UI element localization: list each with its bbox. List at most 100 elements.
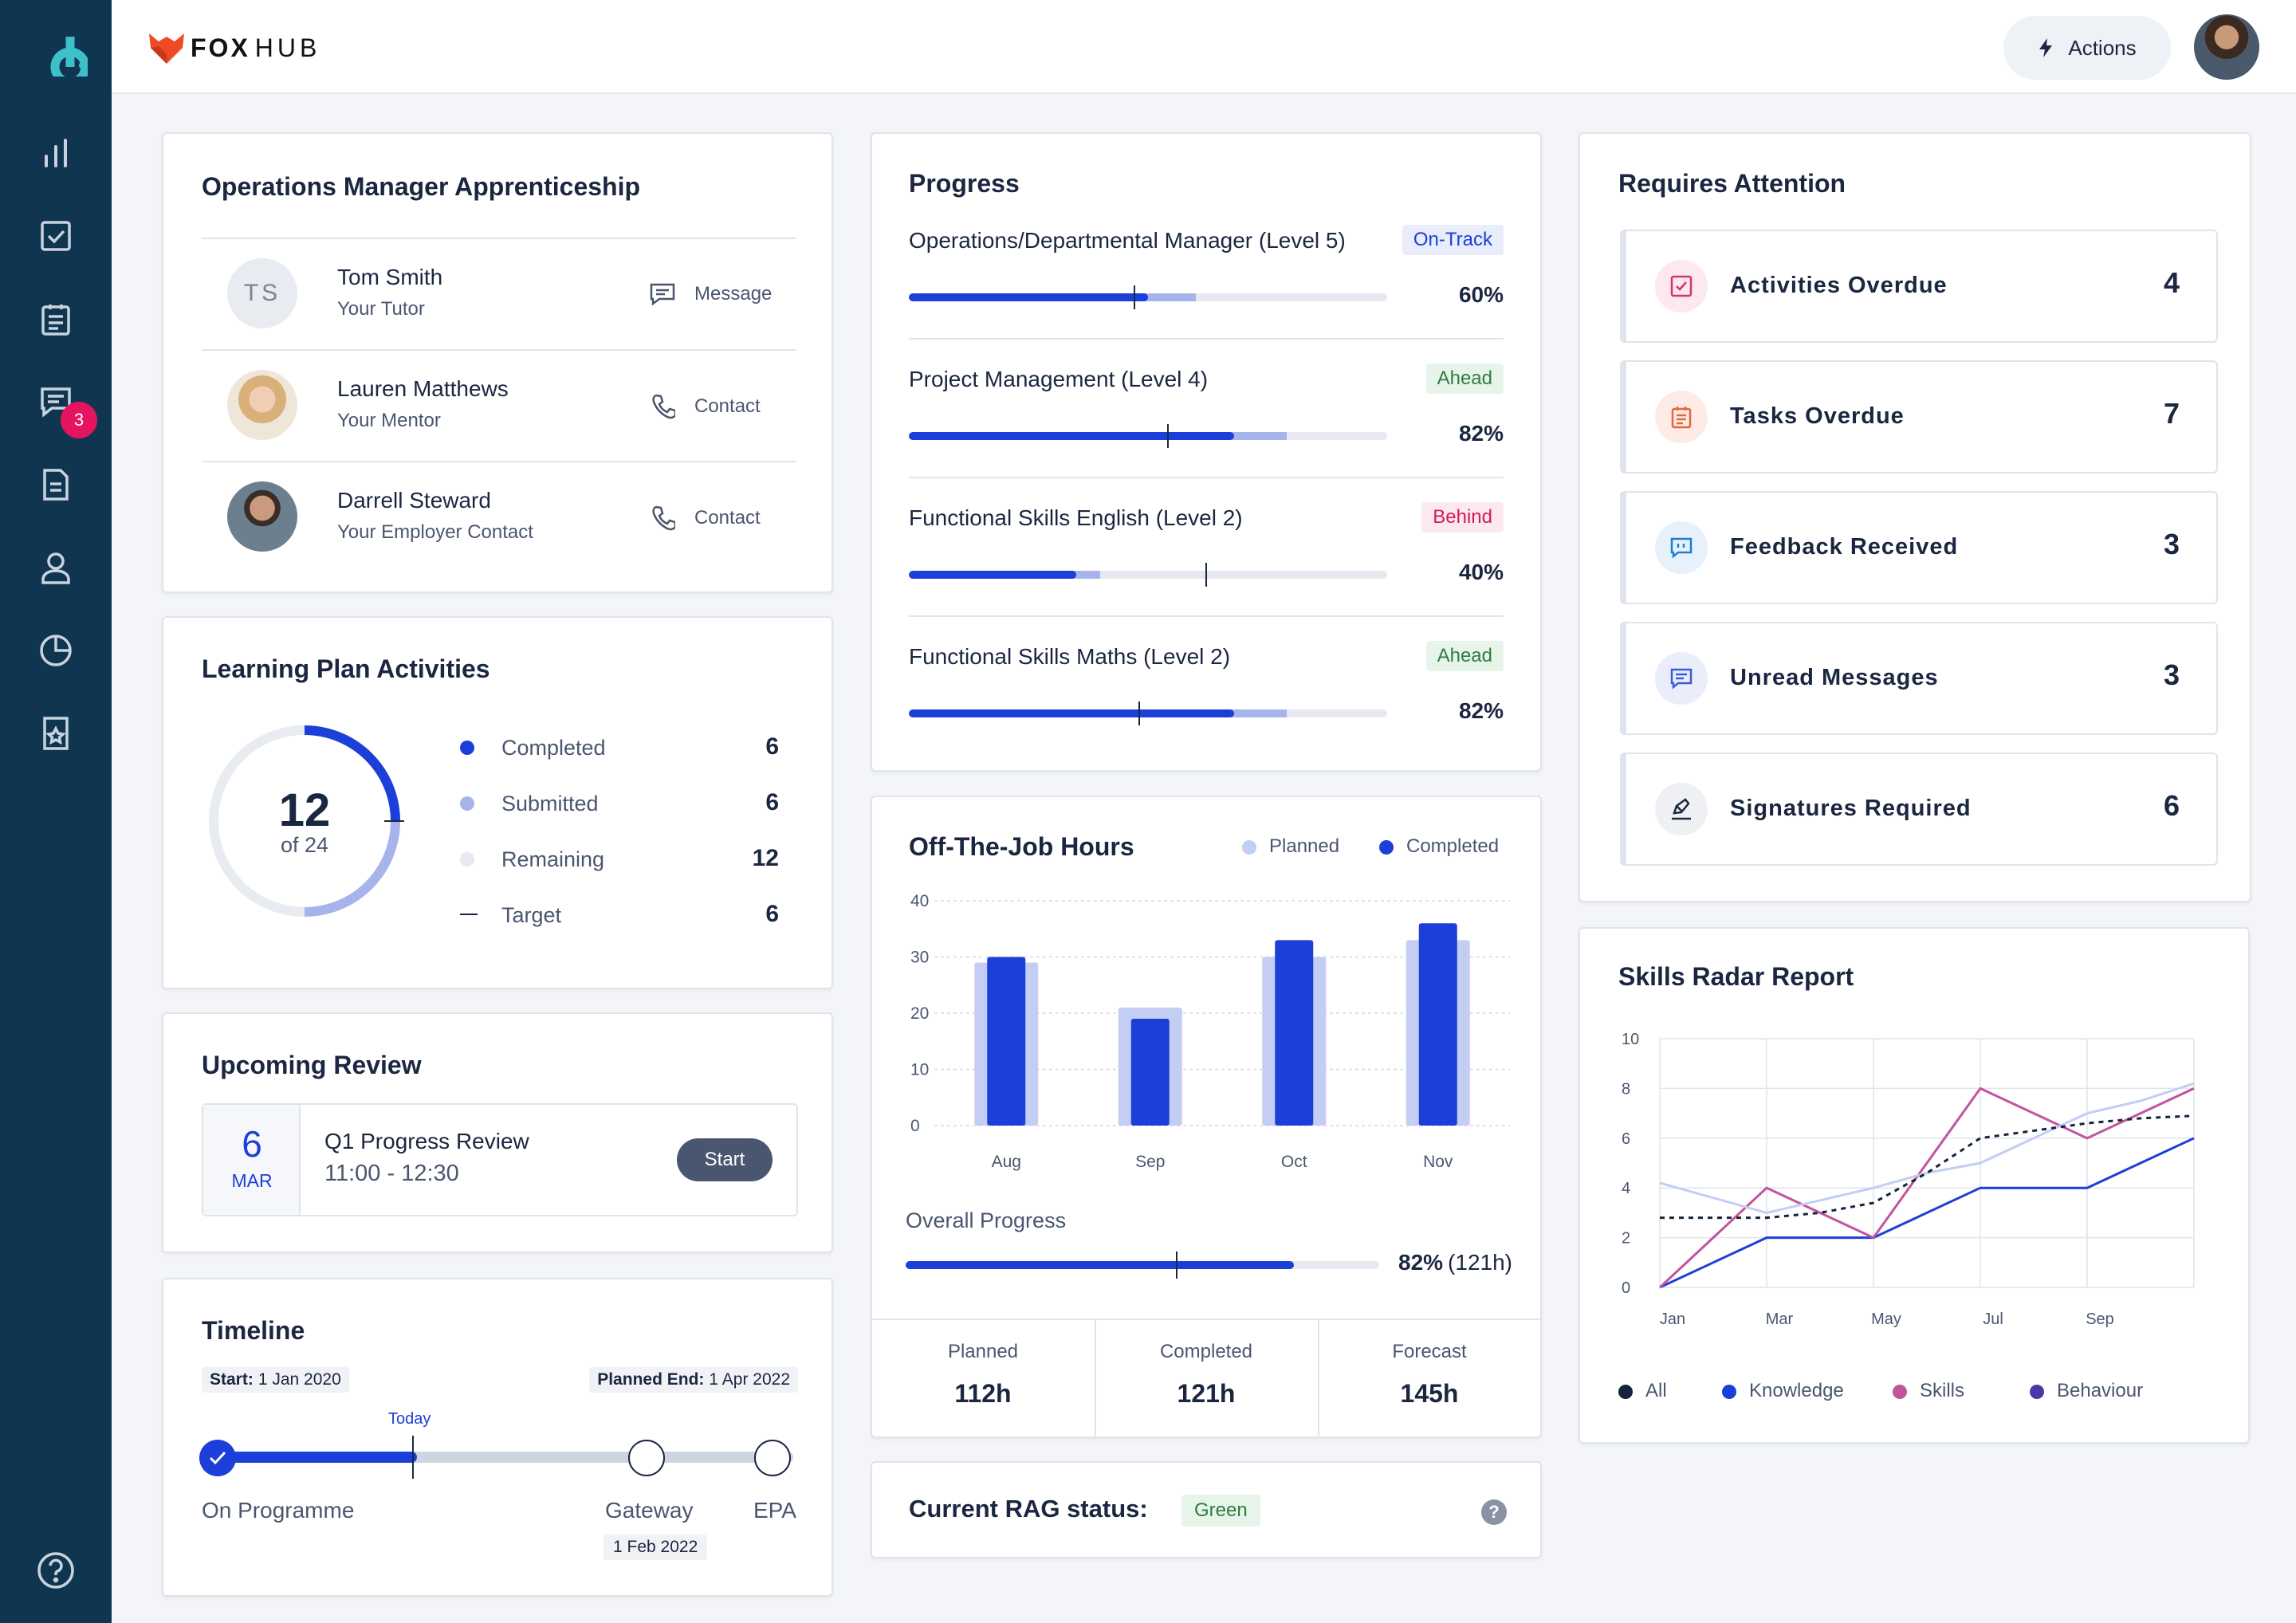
start-review-button[interactable]: Start <box>677 1138 773 1181</box>
otj-title: Off-The-Job Hours <box>909 832 1134 861</box>
attention-label: Unread Messages <box>1730 665 1939 690</box>
otj-bar-chart: 0 10 20 30 40 Aug Sep Oct Nov <box>910 892 1510 1171</box>
y-tick-label: 40 <box>910 892 929 910</box>
profile-icon[interactable] <box>37 548 75 587</box>
contact-label: Contact <box>694 395 761 417</box>
x-tick-label: Sep <box>1135 1153 1165 1171</box>
contact-role: Your Mentor <box>337 410 441 431</box>
attention-tasks-overdue[interactable]: Tasks Overdue 7 <box>1620 360 2218 474</box>
legend-target: Target <box>501 903 562 927</box>
progress-status-badge: Ahead <box>1425 364 1504 394</box>
legend-submitted-value: 6 <box>765 789 779 815</box>
apprenticeship-card: Operations Manager Apprenticeship TS Tom… <box>162 132 833 593</box>
overall-fill <box>906 1261 1295 1269</box>
epa-milestone <box>754 1440 791 1476</box>
progress-target-marker <box>1138 701 1140 725</box>
planned-legend-dot <box>1242 840 1256 855</box>
lightning-icon <box>2039 38 2053 57</box>
stat-label: Planned <box>947 1341 1019 1362</box>
contact-role: Your Employer Contact <box>337 521 533 543</box>
learning-plan-title: Learning Plan Activities <box>202 654 490 683</box>
stat-value: 121h <box>1177 1379 1236 1408</box>
end-key: Planned End: <box>597 1370 705 1389</box>
legend-dot <box>1893 1385 1907 1399</box>
brand-logo[interactable]: FOX HUB <box>147 30 320 65</box>
attention-feedback-received[interactable]: Feedback Received 3 <box>1620 491 2218 604</box>
attention-label: Signatures Required <box>1730 796 1972 821</box>
donut-completed-arc <box>304 725 400 822</box>
attention-count: 3 <box>2163 658 2180 691</box>
x-tick-label: Oct <box>1281 1153 1307 1171</box>
tasks-checkbox-icon[interactable] <box>37 217 75 255</box>
signature-pen-icon <box>1655 783 1708 835</box>
divider <box>909 338 1504 340</box>
fox-logo-icon <box>149 33 184 64</box>
end-value: 1 Apr 2022 <box>709 1370 790 1389</box>
actions-button[interactable]: Actions <box>2003 16 2171 80</box>
gateway-milestone <box>628 1440 665 1476</box>
progress-status-badge: Ahead <box>1425 641 1504 671</box>
bookmark-star-icon[interactable] <box>37 714 75 753</box>
rag-help-icon[interactable]: ? <box>1481 1499 1507 1525</box>
y-tick-label: 10 <box>910 1061 929 1079</box>
upcoming-review-card: Upcoming Review 6 MAR Q1 Progress Review… <box>162 1012 833 1253</box>
legend-submitted: Submitted <box>501 792 599 815</box>
help-icon[interactable] <box>37 1551 75 1590</box>
phone-icon <box>652 505 675 531</box>
timeline-progress <box>211 1452 417 1463</box>
document-icon[interactable] <box>37 466 75 504</box>
x-tick-label: May <box>1871 1311 1901 1327</box>
attention-activities-overdue[interactable]: Activities Overdue 4 <box>1620 230 2218 343</box>
dashboard-icon[interactable] <box>37 134 75 172</box>
today-marker <box>412 1436 414 1479</box>
legend-remaining-value: 12 <box>752 845 779 871</box>
messages-badge: 3 <box>61 402 97 438</box>
progress-item-title: Operations/Departmental Manager (Level 5… <box>909 228 1346 253</box>
feedback-icon <box>1655 521 1708 574</box>
message-button[interactable]: Message <box>650 282 772 306</box>
divider <box>1318 1320 1319 1438</box>
clipboard-icon[interactable] <box>37 300 75 338</box>
attention-label: Tasks Overdue <box>1730 403 1905 429</box>
progress-item-title: Project Management (Level 4) <box>909 367 1209 391</box>
learning-plan-donut <box>209 725 404 917</box>
divider <box>202 238 796 239</box>
contact-role: Your Tutor <box>337 298 425 320</box>
legend-planned: Planned <box>1269 835 1340 857</box>
mentor-avatar <box>227 370 297 440</box>
contact-button[interactable]: Contact <box>651 394 761 419</box>
otj-card: Off-The-Job Hours Planned Completed 0 10 2… <box>871 796 1542 1438</box>
completed-bar <box>1275 940 1314 1126</box>
completed-bar <box>1130 1019 1170 1126</box>
legend-label: Skills <box>1920 1380 1965 1401</box>
reports-pie-icon[interactable] <box>37 631 75 670</box>
contact-name: Lauren Matthews <box>337 376 509 401</box>
skills-line-chart: 0 2 4 6 8 10 Jan Mar May Jul Sep <box>1622 1031 2195 1327</box>
attention-signatures-required[interactable]: Signatures Required 6 <box>1620 753 2218 866</box>
message-label: Message <box>694 283 773 305</box>
attention-label: Activities Overdue <box>1730 273 1948 298</box>
progress-percent: 82% <box>1458 421 1504 446</box>
review-item[interactable]: 6 MAR Q1 Progress Review 11:00 - 12:30 S… <box>202 1103 798 1216</box>
donut-total: 12 <box>278 784 331 836</box>
progress-card: Progress Operations/Departmental Manager… <box>871 132 1542 772</box>
overall-pct-text: 82% (121h) <box>1398 1250 1512 1275</box>
x-tick-label: Jan <box>1660 1311 1685 1327</box>
contact-button[interactable]: Contact <box>651 505 761 531</box>
divider <box>202 349 796 351</box>
legend-dot <box>1722 1385 1736 1399</box>
stat-label: Forecast <box>1392 1341 1467 1362</box>
remaining-legend-dot <box>460 852 474 867</box>
attention-unread-messages[interactable]: Unread Messages 3 <box>1620 622 2218 735</box>
stat-value: 112h <box>954 1379 1012 1408</box>
messages-icon[interactable] <box>37 383 75 421</box>
completed-bar <box>1418 923 1457 1126</box>
progress-track <box>909 571 1387 579</box>
phone-icon <box>652 394 675 419</box>
start-key: Start: <box>210 1370 254 1389</box>
contact-name: Tom Smith <box>337 265 443 289</box>
user-avatar[interactable] <box>2194 14 2259 80</box>
legend-remaining: Remaining <box>501 847 605 871</box>
app-logo[interactable] <box>24 21 88 77</box>
progress-completed-fill <box>909 293 1148 301</box>
